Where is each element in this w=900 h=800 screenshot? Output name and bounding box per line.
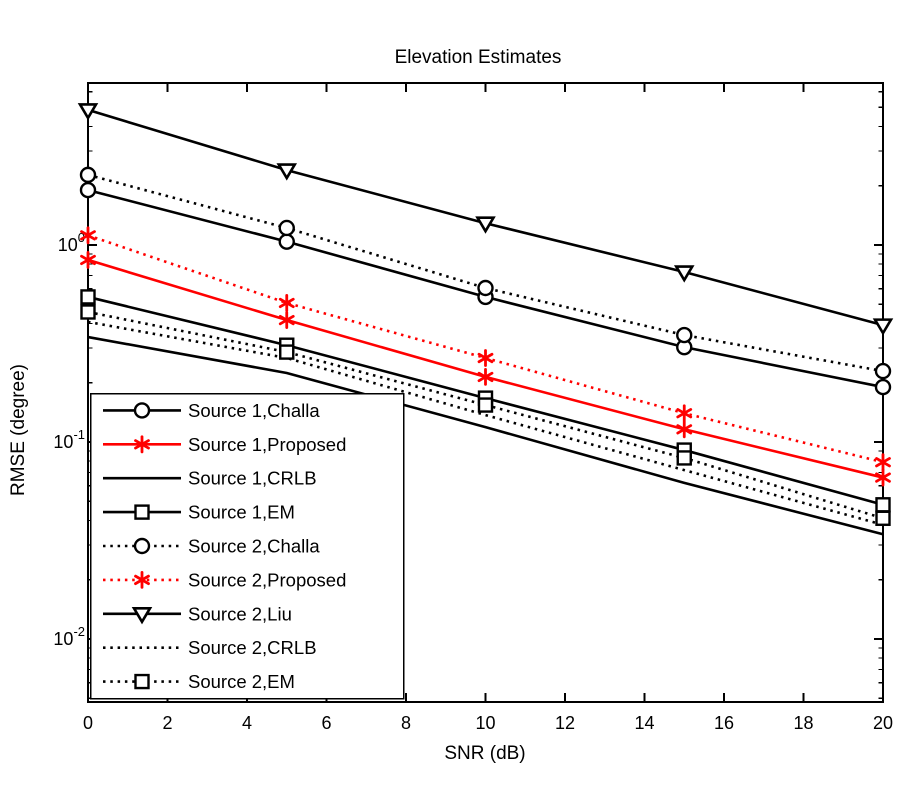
series-markers-source-2-challa (79, 166, 892, 380)
legend-item-source-1-proposed[interactable]: Source 1,Proposed (103, 434, 346, 455)
y-tick-label: 10-1 (53, 427, 85, 452)
x-tick-label: 2 (162, 713, 172, 733)
x-tick-label: 4 (242, 713, 252, 733)
series-markers-source-2-liu (77, 103, 894, 336)
x-tick-label: 16 (714, 713, 734, 733)
legend-label: Source 1,EM (188, 502, 295, 523)
series-line-source-1-crlb (87, 335, 884, 536)
legend-item-source-2-crlb[interactable]: Source 2,CRLB (103, 637, 317, 658)
series-line-source-2-challa (87, 173, 884, 373)
series-markers-source-2-proposed (80, 226, 891, 472)
series-markers-source-1-proposed (80, 251, 891, 487)
legend-item-source-1-challa[interactable]: Source 1,Challa (103, 400, 320, 421)
x-axis-label: SNR (dB) (444, 743, 525, 764)
chart-title: Elevation Estimates (395, 47, 562, 68)
x-tick-label: 14 (634, 713, 654, 733)
legend-item-source-2-liu[interactable]: Source 2,Liu (103, 603, 292, 625)
legend-item-source-2-proposed[interactable]: Source 2,Proposed (103, 569, 346, 590)
legend-label: Source 1,Challa (188, 400, 320, 421)
x-tick-label: 12 (555, 713, 575, 733)
series-markers-source-2-em (80, 304, 891, 526)
x-tick-label: 6 (321, 713, 331, 733)
legend-item-source-1-crlb[interactable]: Source 1,CRLB (103, 468, 317, 489)
legend-label: Source 2,CRLB (188, 637, 317, 658)
legend[interactable]: Source 1,Challa Source 1,Proposed Source 1… (89, 392, 405, 700)
y-axis-label: RMSE (degree) (8, 364, 29, 496)
x-tick-label: 8 (401, 713, 411, 733)
legend-label: Source 1,CRLB (188, 468, 317, 489)
x-tick-label: 10 (475, 713, 495, 733)
y-tick-label: 10-2 (53, 624, 85, 649)
legend-label: Source 2,EM (188, 671, 295, 692)
x-tick-label: 18 (793, 713, 813, 733)
x-tick-label: 20 (873, 713, 893, 733)
legend-label: Source 1,Proposed (188, 434, 346, 455)
y-tick-label: 100 (58, 230, 85, 255)
legend-label: Source 2,Challa (188, 536, 320, 557)
legend-item-source-2-challa[interactable]: Source 2,Challa (103, 536, 320, 557)
legend-item-source-2-em[interactable]: Source 2,EM (103, 671, 295, 692)
legend-label: Source 2,Liu (188, 603, 292, 624)
x-tick-label: 0 (83, 713, 93, 733)
plot-series (77, 103, 894, 536)
legend-item-source-1-em[interactable]: Source 1,EM (103, 502, 295, 523)
legend-label: Source 2,Proposed (188, 569, 346, 590)
